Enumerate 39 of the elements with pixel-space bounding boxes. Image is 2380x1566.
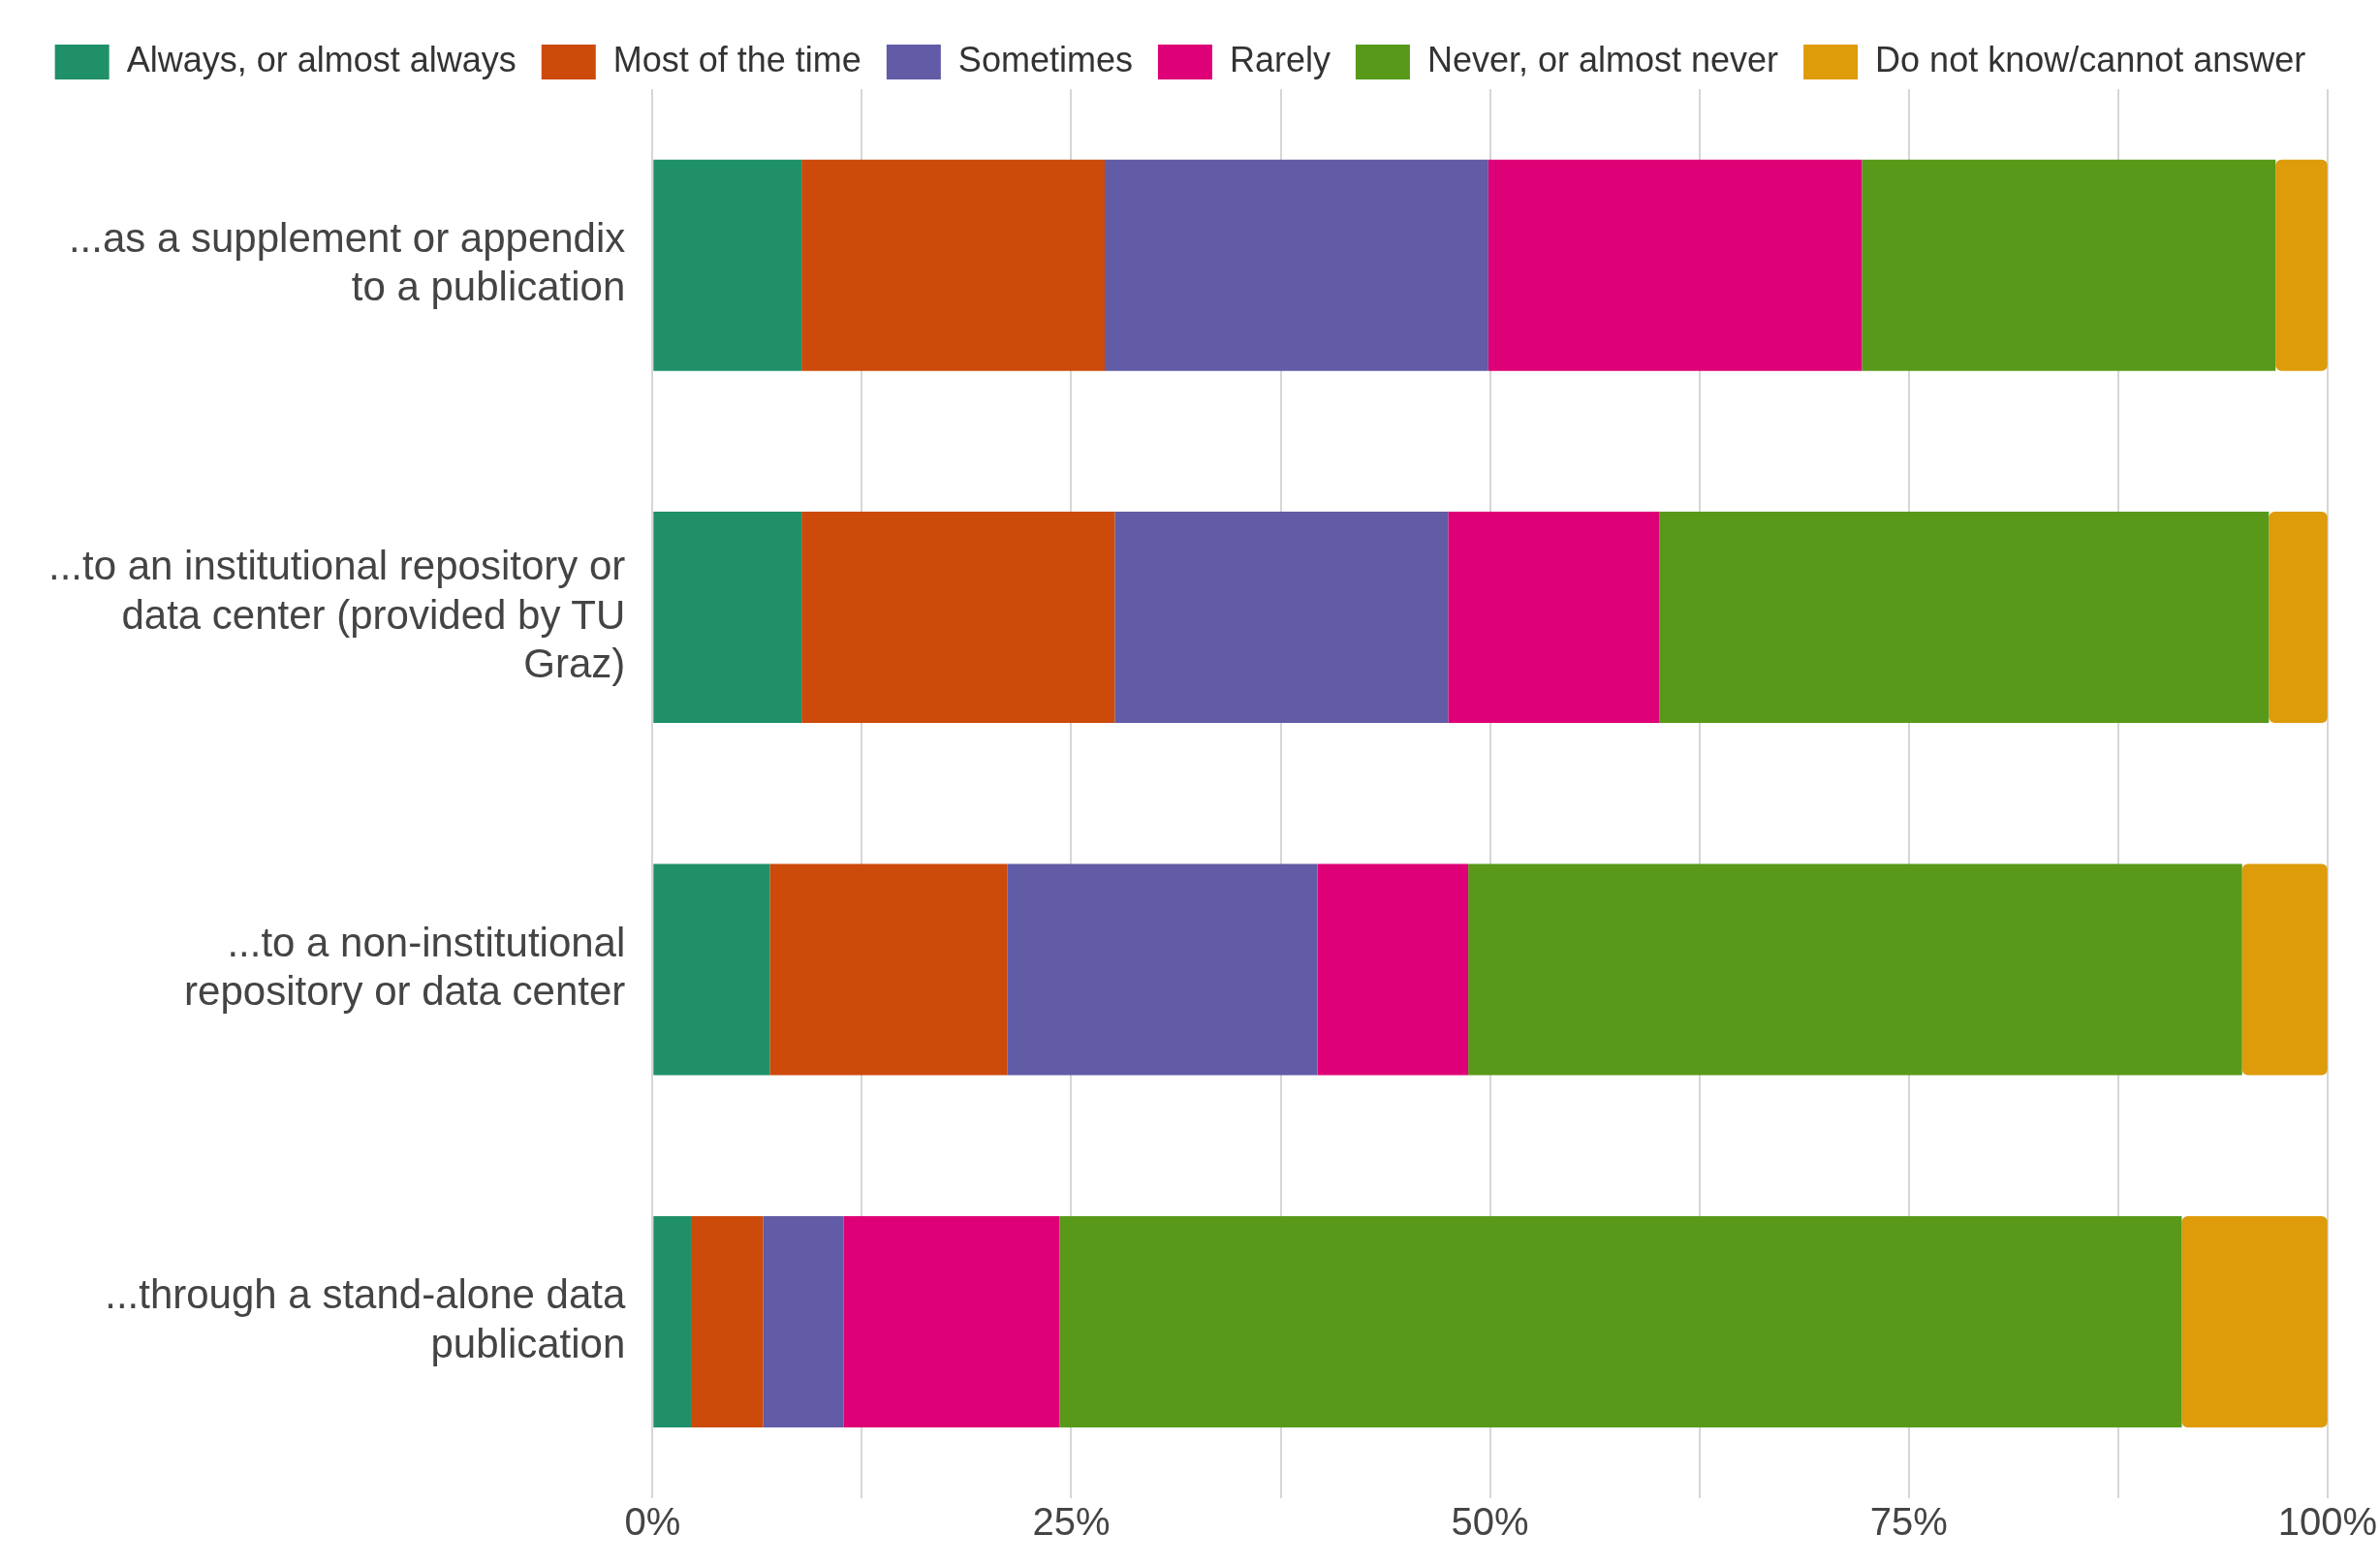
y-tick-label: ...to a non-institutional repository or data center — [184, 919, 626, 1015]
bar — [1114, 512, 1449, 724]
bar — [843, 1215, 1060, 1427]
bar — [1488, 159, 1863, 371]
bar — [1468, 863, 2242, 1076]
bar — [2181, 1215, 2328, 1427]
bar — [763, 1215, 844, 1427]
bar — [1448, 512, 1660, 724]
bar — [2269, 512, 2328, 724]
bar — [1007, 863, 1318, 1076]
legend-label: Never, or almost never — [1426, 39, 1779, 79]
legend-label: Do not know/cannot answer — [1875, 39, 2306, 79]
legend-label: Most of the time — [612, 39, 861, 79]
y-tick-label: ...through a stand-alone data publication — [105, 1271, 626, 1366]
legend-label: Rarely — [1229, 39, 1331, 79]
bar — [653, 863, 770, 1076]
bar — [653, 512, 802, 724]
x-tick-label: 50% — [1451, 1499, 1529, 1543]
bar — [1862, 159, 2276, 371]
y-tick-label: ...to an institutional repository or data center (provided by TU Graz) — [47, 543, 626, 687]
bar — [1659, 512, 2270, 724]
bar — [653, 159, 802, 371]
bar — [1317, 863, 1469, 1076]
x-tick-label: 25% — [1032, 1499, 1111, 1543]
x-tick-label: 75% — [1869, 1499, 1948, 1543]
legend-label: Sometimes — [957, 39, 1133, 79]
bar — [2241, 863, 2328, 1076]
x-tick-label: 0% — [624, 1499, 681, 1543]
legend-label: Always, or almost always — [126, 39, 517, 79]
bar — [691, 1215, 764, 1427]
bar — [653, 1215, 692, 1427]
bar — [801, 159, 1106, 371]
y-tick-label: ...as a supplement or appendix to a publication — [68, 215, 626, 310]
bar — [1059, 1215, 2182, 1427]
x-tick-label: 100% — [2277, 1499, 2377, 1543]
bar — [801, 512, 1115, 724]
bar — [1105, 159, 1488, 371]
bar — [769, 863, 1008, 1076]
bar — [2275, 159, 2328, 371]
